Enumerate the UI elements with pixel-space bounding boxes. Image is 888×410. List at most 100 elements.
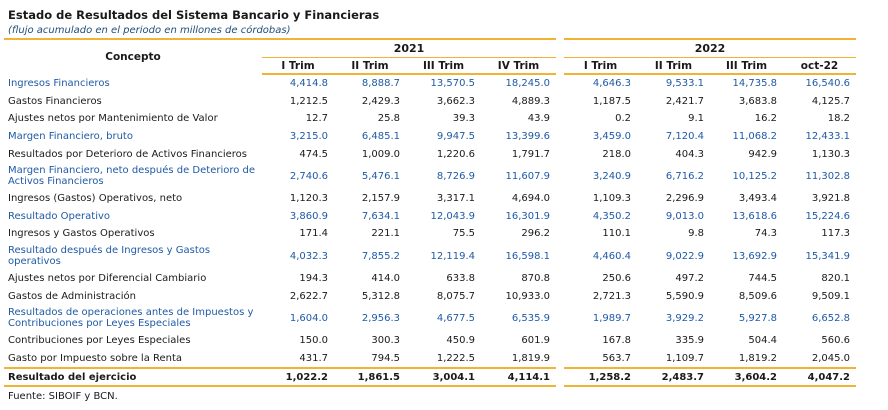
value-cell: 335.9 bbox=[675, 335, 704, 347]
value-cell: 404.3 bbox=[675, 148, 704, 160]
table-row: Gastos de Administración 2,622.7 5,312.8 8,… bbox=[4, 287, 856, 305]
table-row: Ajustes netos por Mantenimiento de Valor… bbox=[4, 110, 856, 128]
source-note: Fuente: SIBOIF y BCN. bbox=[8, 391, 118, 402]
value-cell: 2,429.3 bbox=[361, 95, 400, 107]
value-cell: 2,483.7 bbox=[637, 367, 710, 388]
value-cell: 6,652.8 bbox=[811, 312, 850, 324]
value-cell: 4,114.1 bbox=[481, 367, 556, 388]
row-label: Ingresos (Gastos) Operativos, neto bbox=[8, 193, 183, 205]
value-cell: 1,222.5 bbox=[436, 352, 475, 364]
value-cell: 3,317.1 bbox=[436, 193, 475, 205]
value-cell: 1,220.6 bbox=[436, 148, 475, 160]
value-cell: 10,933.0 bbox=[505, 290, 550, 302]
value-cell: 296.2 bbox=[521, 228, 550, 240]
value-cell: 2,045.0 bbox=[811, 352, 850, 364]
value-cell: 1,258.2 bbox=[564, 367, 637, 388]
value-cell: 194.3 bbox=[299, 273, 328, 285]
row-label: Resultados por Deterioro de Activos Fina… bbox=[8, 148, 247, 160]
table-body: Ingresos Financieros 4,414.8 8,888.7 13,570… bbox=[4, 74, 856, 388]
value-cell: 43.9 bbox=[527, 113, 550, 125]
row-label: Ingresos Financieros bbox=[8, 77, 110, 89]
row-label: Gastos Financieros bbox=[8, 95, 102, 107]
value-cell: 6,485.1 bbox=[361, 131, 400, 143]
value-cell: 560.6 bbox=[821, 335, 850, 347]
row-label: Gasto por Impuesto sobre la Renta bbox=[8, 352, 183, 364]
value-cell: 250.6 bbox=[602, 273, 631, 285]
value-cell: 794.5 bbox=[371, 352, 400, 364]
value-cell: 4,032.3 bbox=[289, 250, 328, 262]
value-cell: 414.0 bbox=[371, 273, 400, 285]
value-cell: 820.1 bbox=[821, 273, 850, 285]
value-cell: 12.7 bbox=[305, 113, 328, 125]
table-row: Resultados de operaciones antes de Impue… bbox=[4, 305, 856, 332]
value-cell: 5,927.8 bbox=[738, 312, 777, 324]
table-row: Ingresos (Gastos) Operativos, neto 1,120.… bbox=[4, 190, 856, 208]
value-cell: 16.2 bbox=[754, 113, 777, 125]
table-row: Resultados por Deterioro de Activos Fina… bbox=[4, 145, 856, 163]
income-statement-table: Concepto 2021 2022 I Trim II Trim III Trim… bbox=[4, 38, 856, 388]
value-cell: 171.4 bbox=[299, 228, 328, 240]
value-cell: 218.0 bbox=[602, 148, 631, 160]
quarter-header-2022: II Trim bbox=[637, 57, 710, 75]
value-cell: 4,889.3 bbox=[511, 95, 550, 107]
value-cell: 3,004.1 bbox=[406, 367, 481, 388]
row-label: Ajustes netos por Mantenimiento de Valor bbox=[8, 113, 218, 125]
value-cell: 2,421.7 bbox=[665, 95, 704, 107]
row-label: Resultado después de Ingresos y Gastos o… bbox=[8, 245, 211, 268]
value-cell: 2,956.3 bbox=[361, 312, 400, 324]
value-cell: 431.7 bbox=[299, 352, 328, 364]
year-2021-header: 2021 bbox=[262, 38, 556, 58]
value-cell: 4,677.5 bbox=[436, 312, 475, 324]
table-row: Margen Financiero, bruto 3,215.0 6,485.1 9,… bbox=[4, 128, 856, 146]
year-2022-header: 2022 bbox=[564, 38, 856, 58]
value-cell: 2,740.6 bbox=[289, 170, 328, 182]
value-cell: 25.8 bbox=[377, 113, 400, 125]
value-cell: 4,047.2 bbox=[783, 367, 856, 388]
value-cell: 1,791.7 bbox=[511, 148, 550, 160]
value-cell: 8,888.7 bbox=[361, 78, 400, 90]
value-cell: 497.2 bbox=[675, 273, 704, 285]
value-cell: 13,618.6 bbox=[732, 210, 777, 222]
value-cell: 9.8 bbox=[688, 228, 704, 240]
quarter-header-row: I Trim II Trim III Trim IV Trim I Trim II Tri… bbox=[4, 57, 856, 75]
value-cell: 2,157.9 bbox=[361, 193, 400, 205]
value-cell: 5,312.8 bbox=[361, 290, 400, 302]
row-label: Resultados de operaciones antes de Impue… bbox=[8, 307, 254, 330]
value-cell: 300.3 bbox=[371, 335, 400, 347]
quarter-header-2021: II Trim bbox=[334, 57, 406, 75]
table-row: Margen Financiero, neto después de Deter… bbox=[4, 163, 856, 190]
row-label: Ingresos y Gastos Operativos bbox=[8, 228, 155, 240]
value-cell: 4,414.8 bbox=[289, 78, 328, 90]
value-cell: 1,819.9 bbox=[511, 352, 550, 364]
value-cell: 39.3 bbox=[452, 113, 475, 125]
value-cell: 1,130.3 bbox=[811, 148, 850, 160]
table-row: Ajustes netos por Diferencial Cambiario 1… bbox=[4, 270, 856, 288]
value-cell: 16,301.9 bbox=[505, 210, 550, 222]
value-cell: 1,109.3 bbox=[592, 193, 631, 205]
value-cell: 4,646.3 bbox=[592, 78, 631, 90]
value-cell: 10,125.2 bbox=[732, 170, 777, 182]
value-cell: 3,215.0 bbox=[289, 131, 328, 143]
row-label: Ajustes netos por Diferencial Cambiario bbox=[8, 273, 207, 285]
value-cell: 870.8 bbox=[521, 273, 550, 285]
table-row: Resultado después de Ingresos y Gastos o… bbox=[4, 243, 856, 270]
value-cell: 942.9 bbox=[748, 148, 777, 160]
value-cell: 1,819.2 bbox=[738, 352, 777, 364]
value-cell: 7,634.1 bbox=[361, 210, 400, 222]
value-cell: 3,459.0 bbox=[592, 131, 631, 143]
concepto-header: Concepto bbox=[4, 38, 262, 74]
value-cell: 8,075.7 bbox=[436, 290, 475, 302]
value-cell: 14,735.8 bbox=[732, 78, 777, 90]
value-cell: 3,662.3 bbox=[436, 95, 475, 107]
value-cell: 12,433.1 bbox=[805, 131, 850, 143]
value-cell: 18.2 bbox=[827, 113, 850, 125]
value-cell: 4,460.4 bbox=[592, 250, 631, 262]
value-cell: 2,721.3 bbox=[592, 290, 631, 302]
value-cell: 9,947.5 bbox=[436, 131, 475, 143]
value-cell: 13,692.9 bbox=[732, 250, 777, 262]
row-label: Contribuciones por Leyes Especiales bbox=[8, 335, 191, 347]
value-cell: 7,855.2 bbox=[361, 250, 400, 262]
value-cell: 12,119.4 bbox=[430, 250, 475, 262]
value-cell: 13,570.5 bbox=[430, 78, 475, 90]
value-cell: 3,493.4 bbox=[738, 193, 777, 205]
